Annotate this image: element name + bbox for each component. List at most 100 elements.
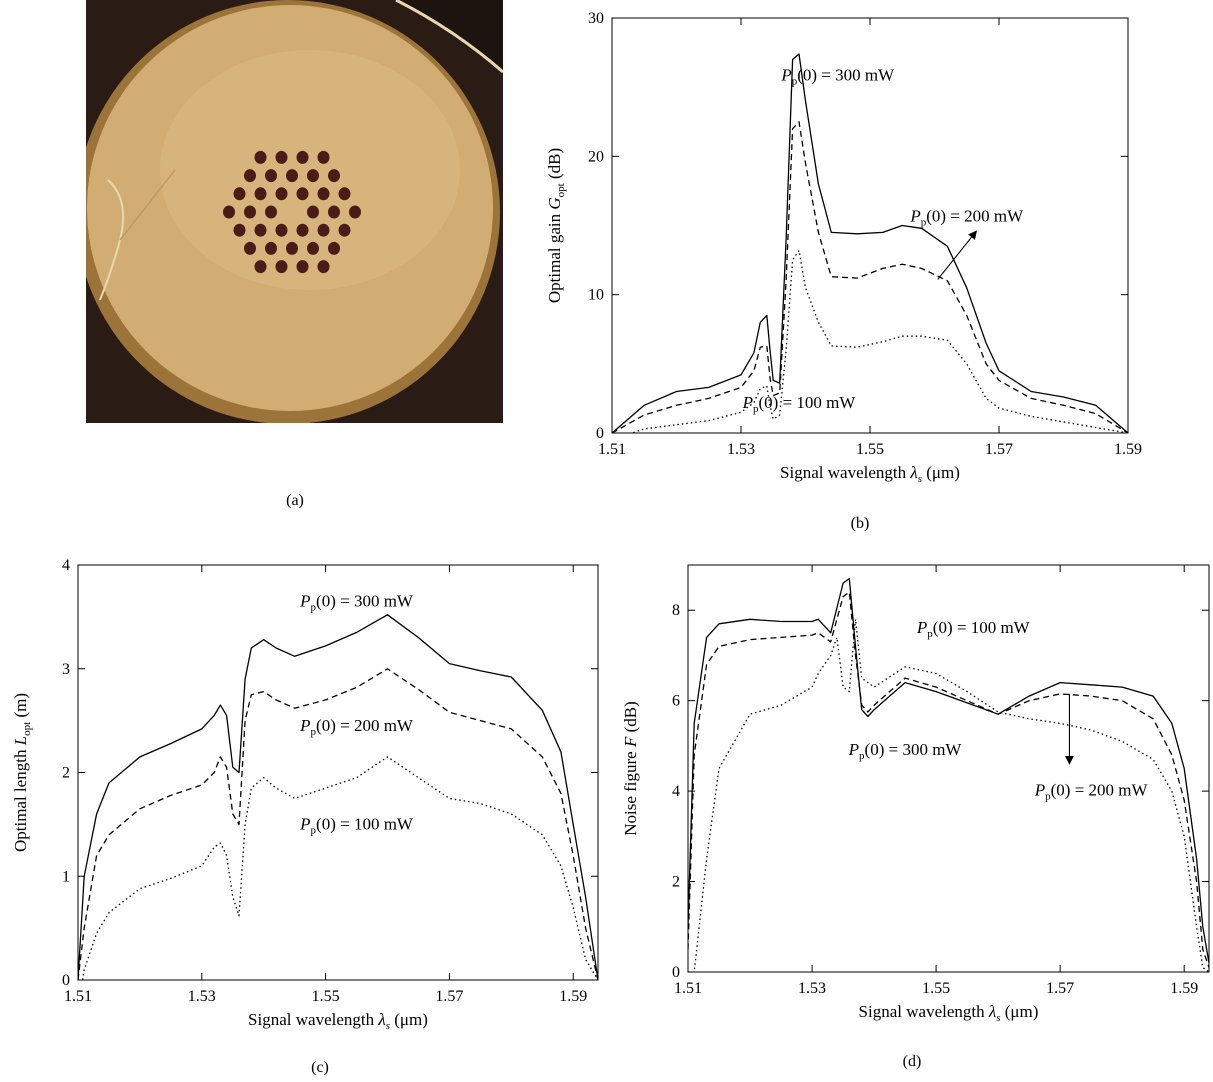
series-annotation: Pp(0) = 100 mW — [742, 393, 857, 415]
air-hole — [307, 241, 319, 255]
air-hole — [286, 241, 298, 255]
air-hole — [296, 223, 309, 237]
air-hole — [265, 241, 277, 255]
x-tick-label: 1.59 — [559, 988, 587, 1005]
y-axis-label: Optimal gain Gopt (dB) — [545, 148, 567, 303]
air-hole — [317, 150, 330, 164]
y-tick-label: 30 — [588, 10, 604, 27]
x-tick-label: 1.57 — [985, 441, 1013, 458]
series-annotation: Pp(0) = 200 mW — [299, 716, 414, 738]
panel-label-d: (d) — [903, 1053, 922, 1070]
air-hole — [296, 187, 309, 201]
x-tick-label: 1.51 — [598, 441, 626, 458]
air-hole — [317, 223, 330, 237]
series-line-solid — [688, 577, 1209, 964]
x-axis-label: Signal wavelength λs (μm) — [859, 1002, 1039, 1024]
x-tick-label: 1.53 — [798, 980, 826, 997]
x-tick-label: 1.59 — [1170, 980, 1198, 997]
series-annotation: Pp(0) = 200 mW — [1034, 781, 1149, 803]
air-hole — [233, 223, 246, 237]
y-tick-label: 6 — [672, 693, 680, 710]
x-tick-label: 1.57 — [435, 988, 463, 1005]
series-annotation: Pp(0) = 100 mW — [299, 815, 414, 837]
air-hole — [223, 205, 235, 219]
x-tick-label: 1.57 — [1046, 980, 1074, 997]
x-tick-label: 1.51 — [674, 980, 702, 997]
series-line-solid — [612, 53, 1128, 433]
air-hole — [254, 150, 267, 164]
air-hole — [328, 241, 340, 255]
series-line-solid — [78, 614, 598, 980]
panel-label-a: (a) — [286, 492, 304, 509]
air-hole-array — [223, 150, 361, 274]
air-hole — [328, 205, 340, 219]
air-hole — [338, 223, 351, 237]
air-hole — [265, 169, 277, 183]
series-annotation: Pp(0) = 100 mW — [916, 618, 1031, 640]
fiber-photo — [86, 0, 503, 423]
air-hole — [296, 150, 309, 164]
air-hole — [265, 205, 277, 219]
air-hole — [286, 169, 298, 183]
series-annotation: Pp(0) = 300 mW — [299, 592, 414, 614]
air-hole — [244, 205, 256, 219]
air-hole — [275, 223, 288, 237]
x-tick-label: 1.59 — [1114, 441, 1142, 458]
air-hole — [317, 187, 330, 201]
plot-frame — [687, 564, 1210, 973]
air-hole — [244, 241, 256, 255]
x-axis-label: Signal wavelength λs (μm) — [248, 1010, 428, 1032]
series-line-dotted — [630, 249, 1128, 433]
y-tick-label: 8 — [672, 602, 680, 619]
air-hole — [254, 223, 267, 237]
x-tick-label: 1.53 — [727, 441, 755, 458]
y-tick-label: 0 — [596, 425, 604, 442]
air-hole — [296, 260, 309, 274]
y-tick-label: 2 — [62, 765, 70, 782]
y-tick-label: 1 — [62, 868, 70, 885]
y-axis-label: Optimal length Lopt (m) — [11, 693, 33, 852]
x-tick-label: 1.51 — [64, 988, 92, 1005]
y-tick-label: 0 — [672, 964, 680, 981]
series-annotation: Pp(0) = 300 mW — [780, 65, 895, 87]
air-hole — [254, 187, 267, 201]
air-hole — [275, 260, 288, 274]
series-line-dashed — [612, 121, 1128, 433]
x-tick-label: 1.55 — [922, 980, 950, 997]
air-hole — [233, 187, 246, 201]
y-tick-label: 4 — [672, 783, 680, 800]
x-tick-label: 1.55 — [856, 441, 884, 458]
series-line-dashed — [78, 668, 598, 980]
air-hole — [275, 187, 288, 201]
series-line-dotted — [81, 756, 598, 980]
y-tick-label: 10 — [588, 287, 604, 304]
x-tick-label: 1.55 — [312, 988, 340, 1005]
y-tick-label: 4 — [62, 557, 70, 574]
series-line-dashed — [688, 591, 1209, 968]
air-hole — [317, 260, 330, 274]
air-hole — [349, 205, 361, 219]
air-hole — [307, 205, 319, 219]
panel-label-c: (c) — [311, 1059, 329, 1076]
series-annotation: Pp(0) = 300 mW — [848, 740, 963, 762]
chart-b: 1.51 1.53 1.55 1.57 1.59 0 10 20 30 Signal wavele… — [545, 10, 1142, 485]
x-tick-label: 1.53 — [188, 988, 216, 1005]
y-axis-label: Noise figure F (dB) — [621, 701, 640, 836]
air-hole — [328, 169, 340, 183]
y-tick-label: 2 — [672, 874, 680, 891]
panel-label-b: (b) — [851, 515, 870, 532]
y-tick-label: 3 — [62, 661, 70, 678]
photo-corner-shadow — [400, 0, 503, 70]
x-axis-label: Signal wavelength λs (μm) — [780, 463, 960, 485]
chart-d: 1.51 1.53 1.55 1.57 1.59 0 2 4 6 8 Signal waveleng… — [621, 564, 1210, 1024]
annotation-arrow — [937, 230, 977, 280]
series-annotation: Pp(0) = 200 mW — [909, 206, 1024, 228]
chart-c: 1.51 1.53 1.55 1.57 1.59 0 1 2 3 4 Signal waveleng… — [11, 557, 599, 1032]
air-hole — [307, 169, 319, 183]
y-tick-label: 0 — [62, 972, 70, 989]
air-hole — [244, 169, 256, 183]
air-hole — [275, 150, 288, 164]
air-hole — [254, 260, 267, 274]
plot-frame — [77, 564, 599, 981]
